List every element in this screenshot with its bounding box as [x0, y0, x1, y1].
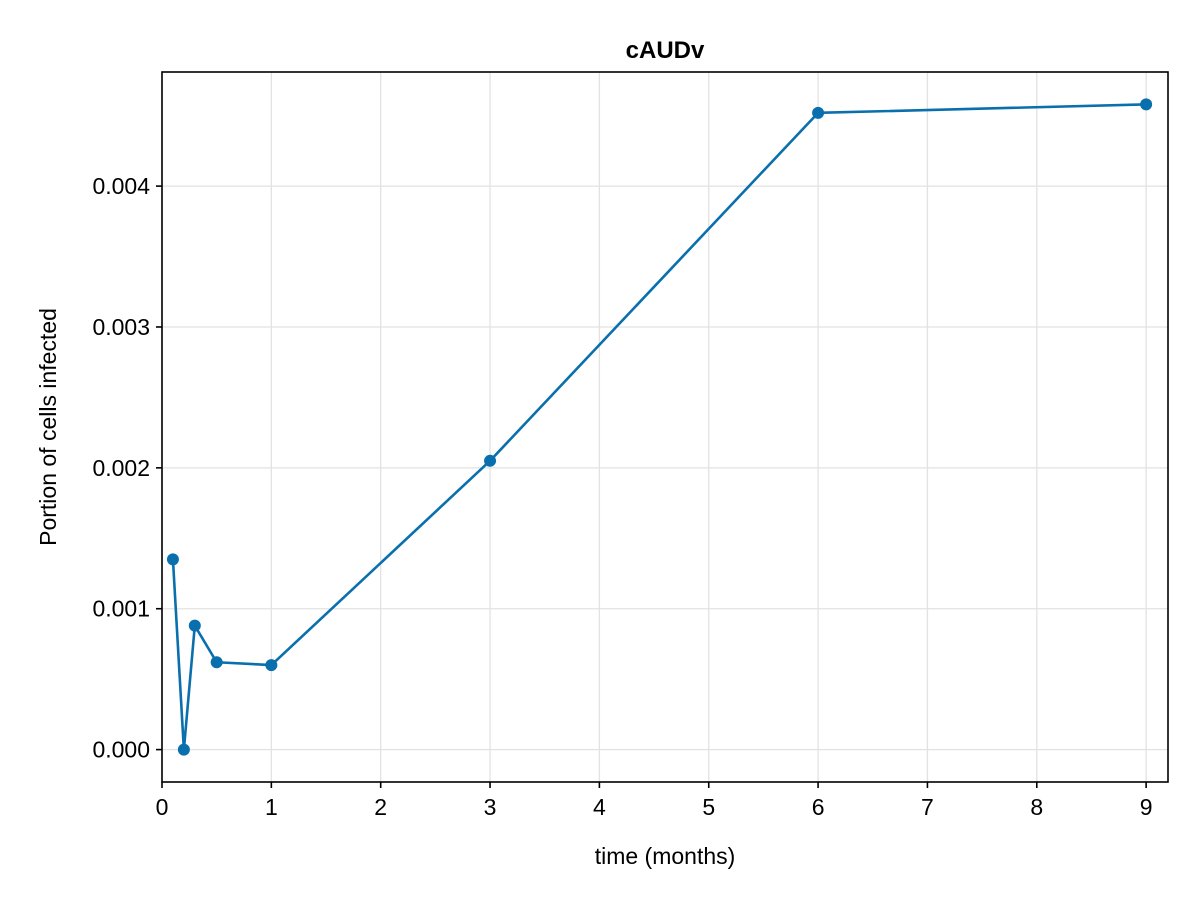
data-point — [265, 659, 278, 672]
data-point — [210, 656, 223, 669]
x-tick-label: 4 — [593, 794, 606, 820]
y-tick-label: 0.004 — [92, 173, 150, 199]
y-axis-title: Portion of cells infected — [35, 308, 61, 546]
x-tick-label: 2 — [374, 794, 387, 820]
x-axis-title: time (months) — [595, 843, 736, 869]
data-point — [812, 106, 825, 119]
x-tick-label: 6 — [812, 794, 825, 820]
x-tick-label: 8 — [1030, 794, 1043, 820]
grid — [161, 72, 1168, 782]
data-point — [188, 619, 201, 632]
data-point — [1140, 98, 1153, 111]
x-tick-label: 5 — [702, 794, 715, 820]
x-tick-label: 3 — [484, 794, 497, 820]
series-line — [171, 103, 1147, 751]
data-point — [177, 743, 190, 756]
plot-frame — [161, 71, 1169, 783]
x-tick-label: 9 — [1140, 794, 1153, 820]
x-tick-label: 1 — [265, 794, 278, 820]
series-layer — [166, 98, 1153, 756]
y-tick-label: 0.003 — [92, 314, 150, 340]
y-tick-label: 0.000 — [92, 737, 150, 763]
data-point — [166, 553, 179, 566]
y-tick-label: 0.001 — [92, 596, 150, 622]
y-tick-label: 0.002 — [92, 455, 150, 481]
x-tick-label: 0 — [156, 794, 169, 820]
chart-title: cAUDv — [626, 37, 705, 64]
x-axis: 0 1 2 3 4 5 6 7 8 9 — [156, 782, 1153, 820]
y-axis: 0.000 0.001 0.002 0.003 0.004 — [92, 173, 162, 763]
data-point — [484, 454, 497, 467]
x-tick-label: 7 — [921, 794, 934, 820]
